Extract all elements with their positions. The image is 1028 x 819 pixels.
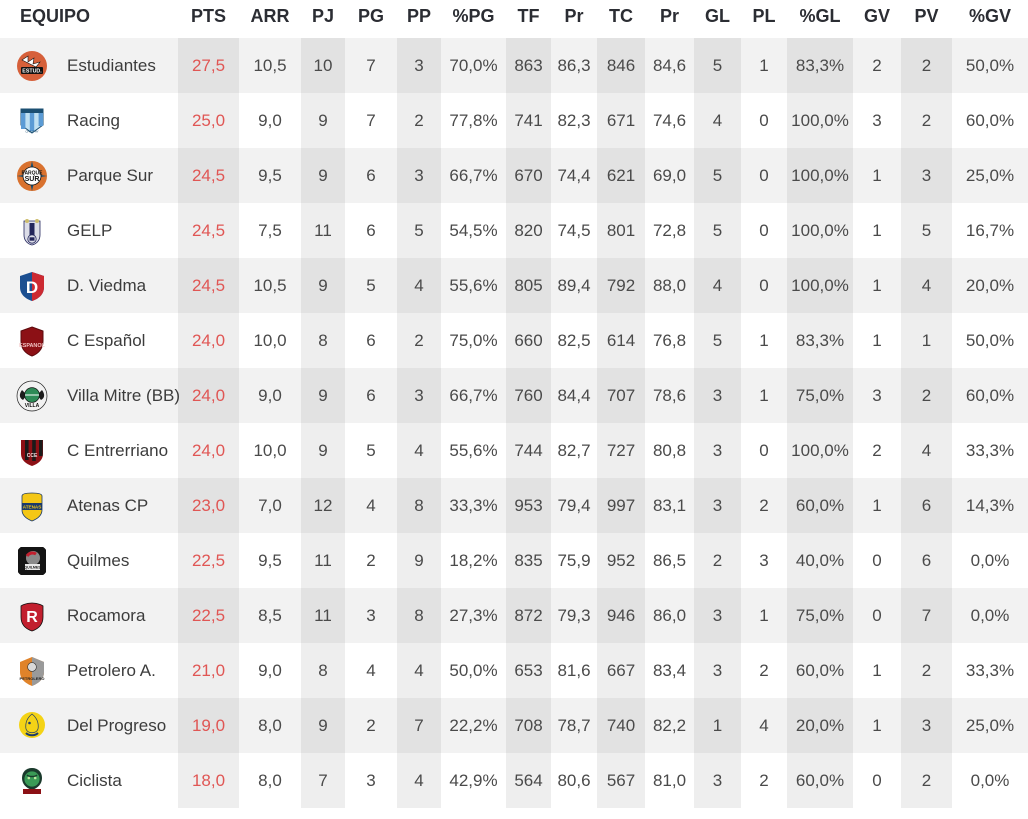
svg-text:CCE: CCE (27, 453, 38, 459)
svg-text:CHIMPAY: CHIMPAY (25, 129, 38, 133)
svg-text:SUR: SUR (25, 176, 40, 183)
svg-text:PETROLERO: PETROLERO (20, 676, 45, 681)
svg-text:QUILMES: QUILMES (24, 565, 41, 569)
svg-text:R: R (26, 609, 38, 626)
svg-text:ESTUD.: ESTUD. (22, 68, 42, 74)
svg-text:ESPANOL: ESPANOL (19, 343, 45, 349)
svg-text:D: D (26, 278, 38, 297)
svg-text:VILLA: VILLA (25, 403, 40, 409)
svg-text:ATENAS: ATENAS (23, 504, 42, 509)
